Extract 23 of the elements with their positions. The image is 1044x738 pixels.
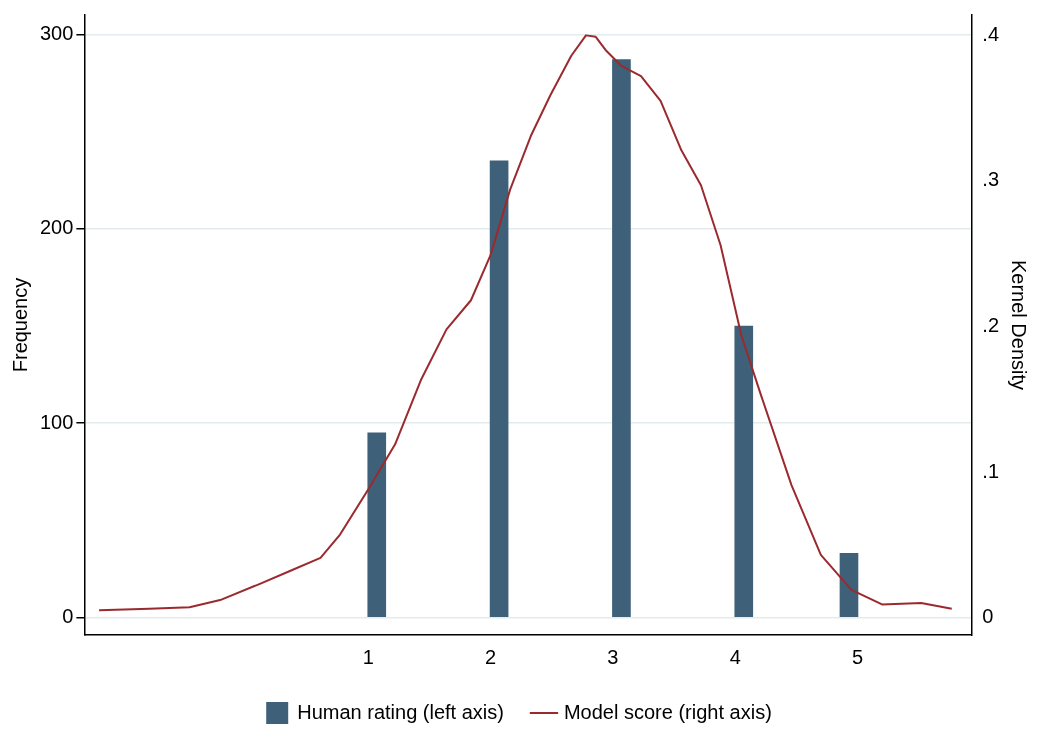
legend-label: Model score (right axis) [563,700,772,723]
y-axis-title: Frequency [8,277,31,373]
x-tick-label: 4 [729,645,741,668]
y2-tick-label: .3 [982,168,1000,191]
y2-tick-label: .1 [982,459,1000,482]
bar [734,325,754,618]
bar [839,553,859,618]
bar [612,59,631,618]
y-tick-label: 300 [39,21,74,44]
y2-tick-label: .2 [982,313,1000,336]
x-tick-label: 1 [362,645,374,668]
legend-label: Human rating (left axis) [297,700,504,723]
y-tick-label: 100 [39,410,74,433]
y-tick-label: 0 [62,605,74,628]
y2-tick-label: .4 [982,22,1000,45]
x-tick-label: 3 [607,645,619,668]
x-tick-label: 2 [484,645,497,668]
bar [489,160,509,618]
x-tick-label: 5 [851,645,864,668]
y2-tick-label: 0 [982,605,994,628]
bar [367,432,387,618]
y-tick-label: 200 [39,216,74,239]
y2-axis-title: Kernel Density [1008,259,1031,391]
